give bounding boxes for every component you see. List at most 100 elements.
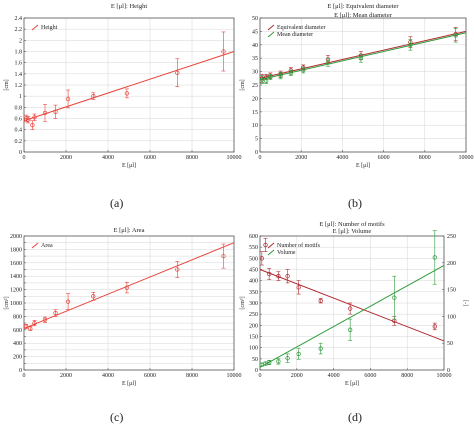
data-point bbox=[348, 327, 353, 332]
y-tick-label: 100 bbox=[249, 346, 258, 352]
x-tick-label: 2000 bbox=[60, 155, 72, 161]
chart-title: E [μl]: Equivalent diameter bbox=[327, 3, 399, 10]
y-tick-label: 500 bbox=[249, 256, 258, 262]
y-tick-label: 2.2 bbox=[15, 27, 23, 33]
legend-label: Number of motifs bbox=[277, 242, 321, 249]
fit-line bbox=[259, 269, 445, 342]
legend-swatch bbox=[267, 24, 275, 31]
legend-label: Volume bbox=[277, 250, 296, 256]
data-point bbox=[348, 306, 353, 311]
data-point bbox=[42, 110, 48, 116]
chart-title: E [μl]: Number of motifs bbox=[319, 221, 385, 228]
data-point bbox=[268, 74, 273, 80]
x-tick-label: 6000 bbox=[378, 155, 390, 161]
data-point bbox=[259, 256, 264, 261]
y-tick-label: 200 bbox=[13, 355, 22, 361]
y-tick-label: 5 bbox=[255, 137, 258, 143]
y2-tick-label: 100 bbox=[447, 314, 456, 320]
y-tick-label: 20 bbox=[252, 96, 258, 102]
chart-panel-b: E [μl]: Equivalent diameter E [μl]: Mean … bbox=[240, 3, 474, 169]
y-tick-label: 400 bbox=[249, 279, 258, 285]
y-tick-label: 10 bbox=[252, 123, 258, 129]
y-tick-label: 0 bbox=[19, 150, 22, 156]
x-tick-label: 8000 bbox=[419, 155, 431, 161]
x-tick-label: 8000 bbox=[186, 155, 198, 161]
data-point bbox=[23, 324, 29, 329]
y2-axis-label: [-] bbox=[462, 300, 468, 306]
y-tick-label: 30 bbox=[252, 70, 258, 76]
data-point bbox=[53, 109, 58, 114]
data-point bbox=[32, 115, 37, 120]
data-point bbox=[358, 56, 364, 61]
y2-tick-label: 250 bbox=[447, 234, 456, 240]
legend-label: Equivalent diameter bbox=[277, 25, 325, 31]
y-tick-label: 0.8 bbox=[15, 105, 23, 111]
data-point bbox=[91, 94, 96, 99]
data-point bbox=[32, 320, 37, 326]
data-point bbox=[432, 255, 437, 260]
data-point bbox=[53, 310, 58, 316]
y-tick-label: 250 bbox=[249, 312, 258, 318]
x-axis-label: E [μl] bbox=[356, 163, 370, 169]
x-tick-label: 6000 bbox=[364, 373, 376, 379]
x-tick-label: 6000 bbox=[144, 373, 156, 379]
x-axis-label: E [μl] bbox=[122, 381, 136, 387]
y-tick-label: 300 bbox=[249, 301, 258, 307]
x-tick-label: 2000 bbox=[295, 155, 307, 161]
data-point bbox=[264, 78, 269, 84]
y-tick-label: 50 bbox=[252, 357, 258, 363]
legend-swatch bbox=[267, 242, 275, 249]
panel-label-c: (c) bbox=[110, 410, 124, 424]
data-point bbox=[42, 317, 48, 322]
data-point bbox=[263, 361, 268, 366]
y-tick-label: 1800 bbox=[10, 247, 22, 253]
y-tick-label: 2 bbox=[19, 38, 22, 44]
y-tick-label: 150 bbox=[249, 335, 258, 341]
data-point bbox=[276, 274, 281, 279]
x-tick-label: 10000 bbox=[437, 373, 452, 379]
data-point bbox=[278, 73, 283, 78]
y-axis-label: [cm] bbox=[240, 79, 246, 90]
y-tick-label: 400 bbox=[13, 341, 22, 347]
fit-line bbox=[23, 51, 235, 122]
chart-title: E [μl]: Volume bbox=[333, 228, 372, 235]
x-tick-label: 10000 bbox=[227, 373, 242, 379]
y2-tick-label: 150 bbox=[447, 288, 456, 294]
data-point bbox=[267, 360, 272, 365]
x-tick-label: 8000 bbox=[186, 373, 198, 379]
x-axis-label: E [μl] bbox=[122, 163, 136, 169]
panel-label-a: (a) bbox=[110, 196, 124, 210]
y-tick-label: 40 bbox=[252, 43, 258, 49]
data-point bbox=[26, 117, 31, 122]
y-tick-label: 350 bbox=[249, 290, 258, 296]
x-tick-label: 4000 bbox=[336, 155, 348, 161]
data-point bbox=[263, 242, 268, 248]
legend-label: Height bbox=[41, 25, 58, 31]
y-tick-label: 1400 bbox=[10, 274, 22, 280]
x-tick-label: 4000 bbox=[102, 373, 114, 379]
y-tick-label: 1.8 bbox=[15, 50, 23, 56]
x-tick-label: 2000 bbox=[60, 373, 72, 379]
y-tick-label: 2.4 bbox=[15, 16, 23, 22]
data-point bbox=[296, 285, 301, 290]
x-tick-label: 0 bbox=[23, 373, 26, 379]
y-tick-label: 0.6 bbox=[15, 117, 23, 123]
data-point bbox=[259, 77, 265, 82]
x-tick-label: 0 bbox=[23, 155, 26, 161]
data-point bbox=[301, 68, 306, 73]
data-point bbox=[325, 60, 331, 65]
data-point bbox=[318, 298, 323, 303]
y-tick-label: 25 bbox=[252, 83, 258, 89]
panel-label-b: (b) bbox=[348, 196, 362, 210]
data-point bbox=[432, 324, 437, 329]
data-point bbox=[28, 326, 33, 331]
x-tick-label: 2000 bbox=[291, 373, 303, 379]
legend-swatch bbox=[267, 31, 275, 38]
x-tick-label: 6000 bbox=[144, 155, 156, 161]
y-tick-label: 0 bbox=[255, 150, 258, 156]
data-point bbox=[65, 96, 71, 102]
data-point bbox=[221, 49, 226, 54]
chart-panel-c: E [μl]: Area 0 2000 4000 6000 8000 10000 0 200 40… bbox=[4, 227, 242, 387]
data-point bbox=[453, 33, 458, 38]
